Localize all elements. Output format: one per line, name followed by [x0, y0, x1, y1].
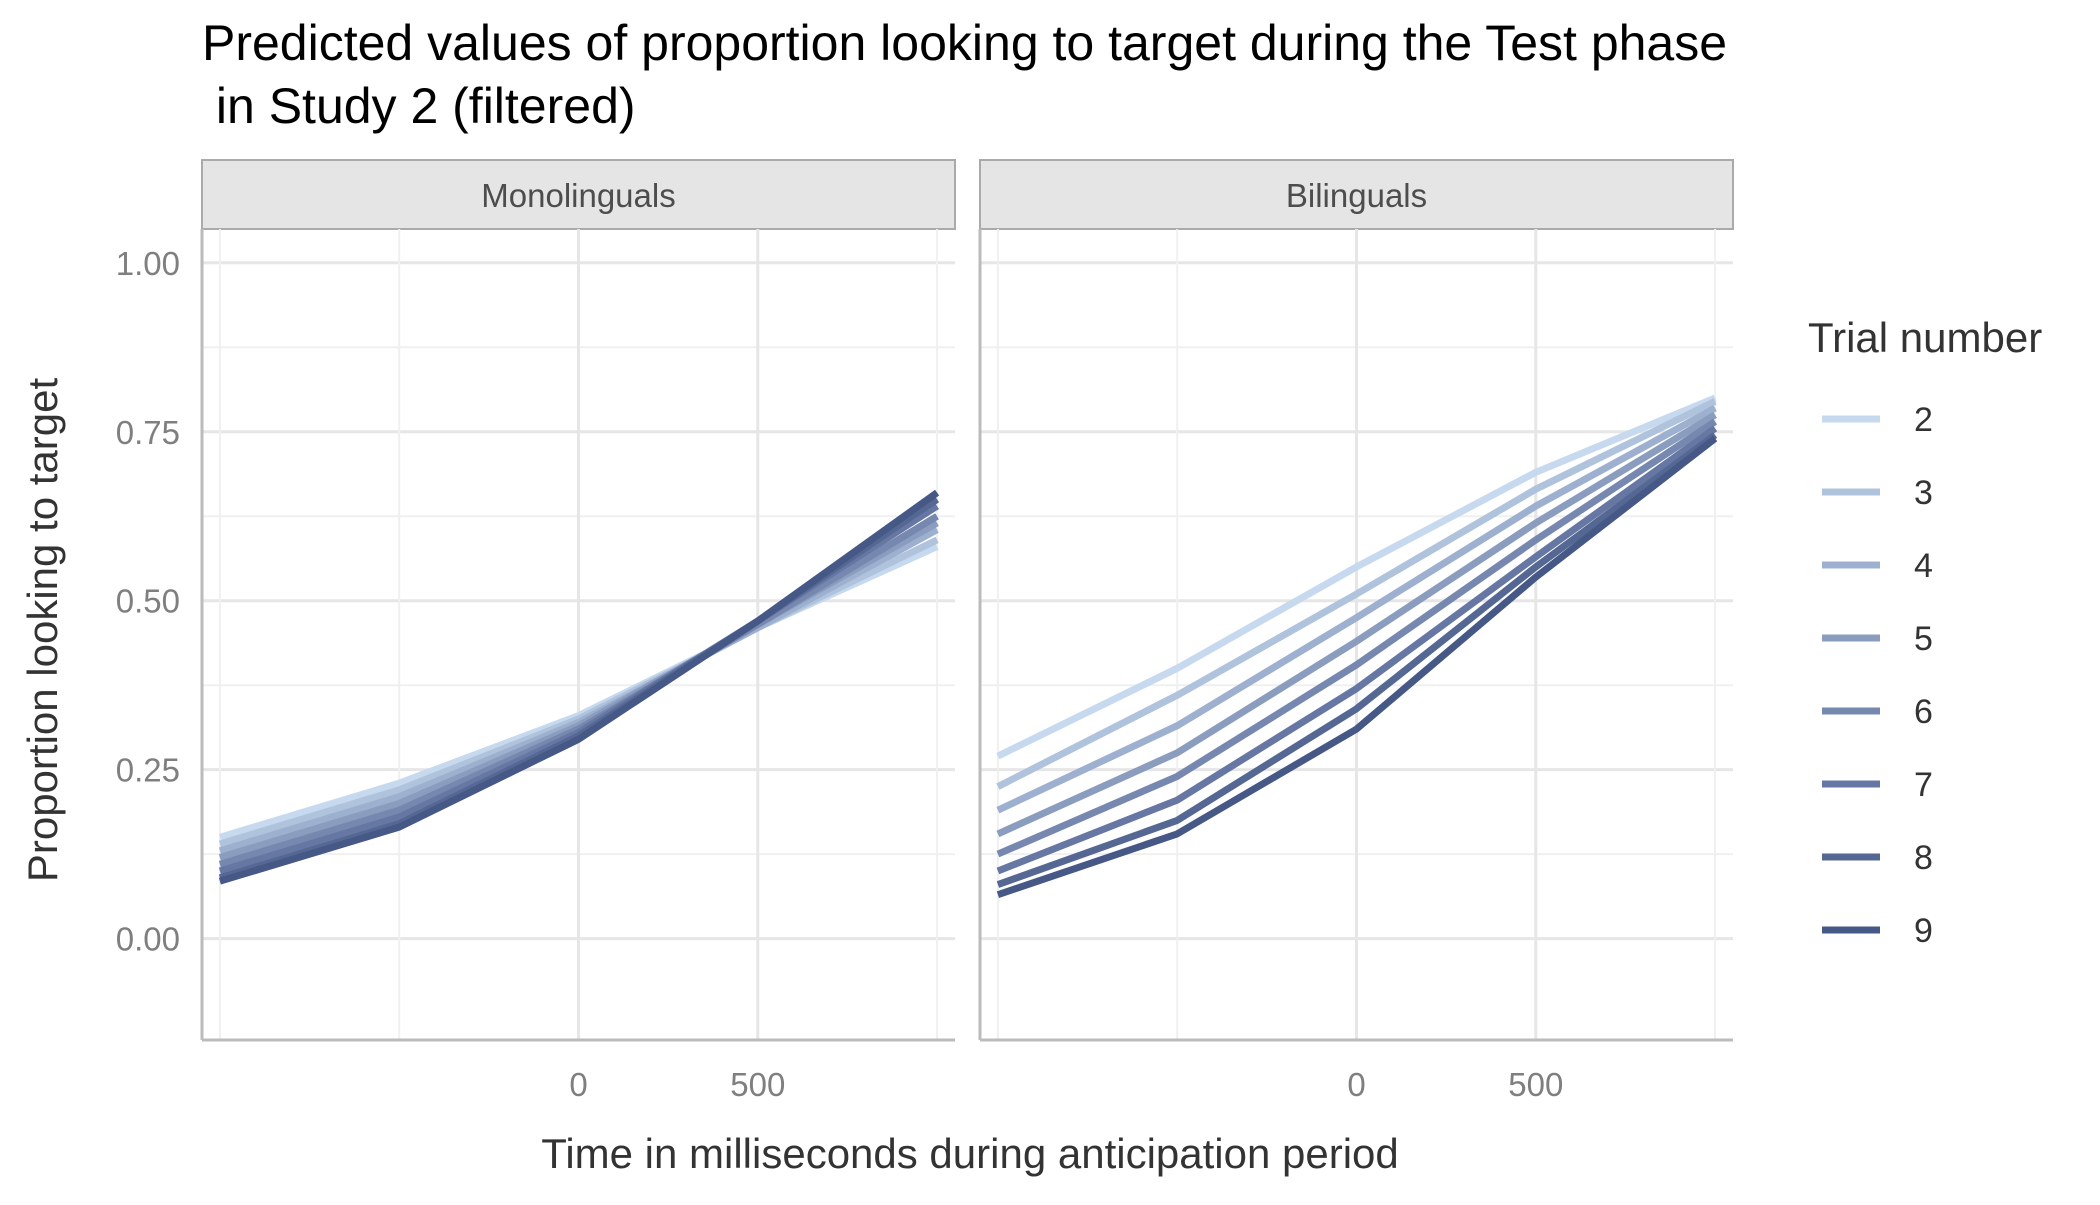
y-tick-label: 1.00 — [116, 245, 180, 282]
y-tick-label: 0.00 — [116, 921, 180, 958]
legend-label-trial-5: 5 — [1914, 620, 1933, 658]
series-line-trial-8 — [996, 432, 1718, 888]
legend-label-trial-2: 2 — [1914, 401, 1933, 439]
series-line-trial-3 — [996, 398, 1717, 790]
panel-monolinguals: Monolinguals 0 500 — [200, 159, 956, 1103]
legend-label-trial-9: 9 — [1914, 912, 1933, 950]
panel-bilinguals: Bilinguals 0 500 — [978, 159, 1734, 1103]
x-axis-label: Time in milliseconds during anticipation… — [541, 1130, 1399, 1177]
x-tick-label: 500 — [1508, 1066, 1563, 1103]
facet-strip-label: Monolinguals — [481, 177, 675, 214]
legend-label-trial-4: 4 — [1914, 547, 1933, 585]
series-line-trial-5 — [996, 411, 1717, 838]
x-tick-label: 0 — [1347, 1066, 1365, 1103]
series-line-trial-4 — [996, 405, 1717, 814]
legend-label-trial-7: 7 — [1914, 766, 1933, 804]
legend-label-trial-3: 3 — [1914, 474, 1933, 512]
facet-strip — [979, 159, 1734, 230]
legend-title: Trial number — [1808, 314, 2042, 361]
x-tick-label: 0 — [569, 1066, 587, 1103]
series-line-trial-6 — [996, 418, 1718, 858]
series-line-trial-9 — [218, 489, 940, 885]
y-axis-label: Proportion looking to target — [19, 378, 66, 883]
legend: 2 3 4 5 6 7 8 9 — [1822, 401, 1933, 950]
facet-strip — [201, 159, 956, 230]
legend-label-trial-8: 8 — [1914, 839, 1933, 877]
chart-title-line1: Predicted values of proportion looking t… — [202, 15, 1727, 71]
series-line-trial-2 — [996, 394, 1717, 760]
x-tick-label: 500 — [730, 1066, 785, 1103]
series-line-trial-9 — [996, 435, 1718, 899]
y-tick-label: 0.50 — [116, 583, 180, 620]
y-tick-label: 0.25 — [116, 752, 180, 789]
series-line-trial-7 — [996, 425, 1718, 875]
chart-title-line2: in Study 2 (filtered) — [202, 78, 636, 134]
legend-label-trial-6: 6 — [1914, 693, 1933, 731]
y-tick-label: 0.75 — [116, 414, 180, 451]
facet-strip-label: Bilinguals — [1286, 177, 1427, 214]
